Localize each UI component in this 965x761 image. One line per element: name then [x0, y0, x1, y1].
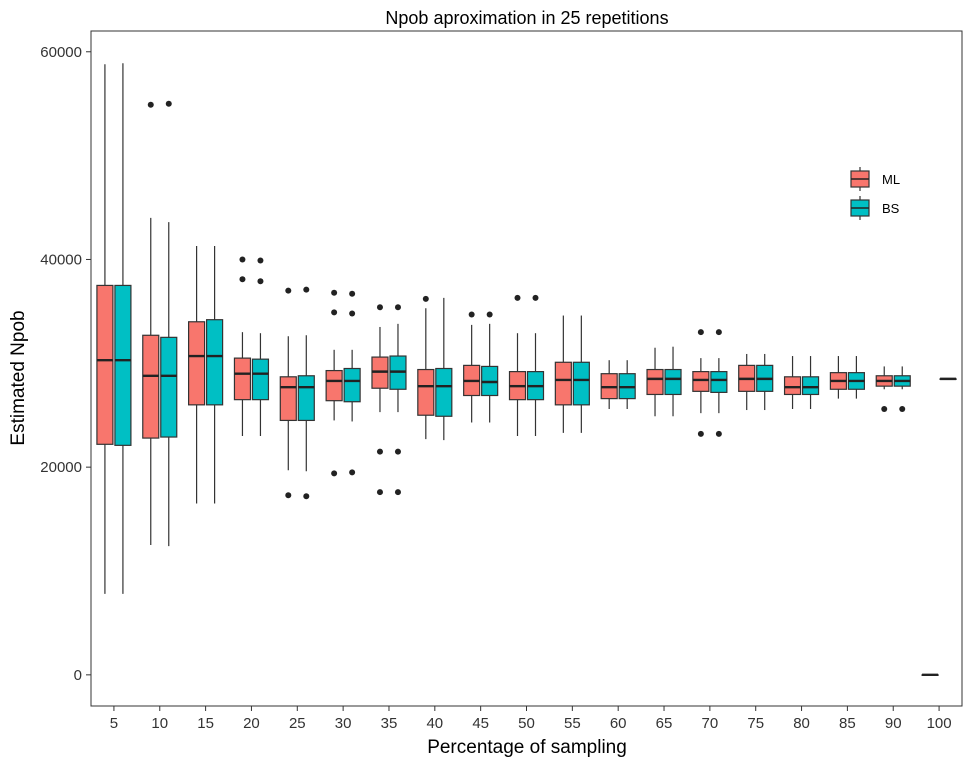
box-ml	[783, 376, 802, 396]
outlier-bs	[349, 290, 356, 297]
x-tick-label: 10	[151, 715, 168, 732]
outlier-ml	[239, 256, 246, 263]
outlier-bs	[715, 329, 722, 336]
outlier-bs	[532, 294, 539, 301]
x-tick-label: 80	[793, 715, 810, 732]
box-bs	[435, 367, 453, 417]
box-ml	[692, 371, 710, 392]
outlier-ml	[376, 448, 383, 455]
outlier-ml	[468, 311, 475, 318]
x-tick-label: 20	[243, 715, 260, 732]
box-ml	[188, 321, 206, 406]
outlier-bs	[899, 406, 906, 412]
y-tick-label: 60000	[40, 44, 82, 61]
box-bs	[297, 375, 315, 422]
outlier-ml	[376, 304, 383, 311]
outlier-bs	[303, 493, 310, 500]
box-ml	[233, 357, 252, 401]
x-tick-label: 65	[656, 715, 673, 732]
box-ml	[96, 284, 114, 445]
box-group	[96, 63, 957, 677]
legend-label-bs: BS	[882, 201, 900, 216]
outlier-ml	[331, 470, 338, 477]
outlier-ml	[331, 289, 338, 296]
x-tick-label: 15	[197, 715, 214, 732]
box-bs	[710, 371, 728, 393]
box-ml	[279, 376, 297, 422]
box-ml	[417, 368, 435, 416]
x-tick-label: 75	[747, 715, 764, 732]
legend-label-ml: ML	[882, 172, 900, 187]
box-bs	[572, 361, 590, 406]
outlier-ml	[239, 276, 246, 283]
outlier-bs	[486, 311, 493, 318]
x-tick-label: 5	[110, 715, 118, 732]
outlier-ml	[697, 430, 704, 437]
outlier-ml	[285, 287, 292, 294]
y-tick-label: 20000	[40, 459, 82, 476]
x-tick-label: 40	[426, 715, 443, 732]
outlier-bs	[394, 489, 401, 496]
y-tick-label: 0	[74, 667, 82, 684]
outlier-ml	[514, 294, 521, 301]
outlier-bs	[715, 430, 722, 437]
outlier-bs	[257, 278, 264, 285]
x-axis: 5 10 15 20 25 30 35 40 45 50 55 60 65 70 75 80 85 90 100	[110, 706, 952, 732]
outlier-bs	[165, 100, 172, 107]
box-bs	[343, 367, 361, 403]
outlier-ml	[697, 329, 704, 336]
outlier-ml	[422, 295, 429, 302]
box-bs	[114, 284, 132, 446]
outlier-bs	[394, 304, 401, 311]
legend: ML BS	[850, 167, 900, 220]
y-axis: 0 20000 40000 60000	[40, 44, 91, 684]
chart-title: Npob aproximation in 25 repetitions	[385, 8, 668, 28]
outlier-ml	[285, 492, 292, 499]
box-bs	[160, 336, 178, 438]
y-tick-label: 40000	[40, 251, 82, 268]
box-ml	[325, 369, 343, 402]
outlier-bs	[303, 286, 310, 293]
outlier-bs	[394, 448, 401, 455]
x-tick-label: 85	[839, 715, 856, 732]
outlier-ml	[881, 406, 888, 412]
box-ml	[142, 334, 160, 439]
x-tick-label: 55	[564, 715, 581, 732]
x-axis-title: Percentage of sampling	[427, 737, 627, 758]
box-bs	[206, 319, 224, 406]
x-tick-label: 90	[885, 715, 902, 732]
outlier-bs	[349, 310, 356, 317]
box-ml	[554, 361, 572, 406]
y-axis-title: Estimated Npob	[8, 310, 29, 445]
box-bs	[801, 376, 820, 396]
x-tick-label: 100	[927, 715, 952, 732]
outlier-ml	[147, 101, 154, 108]
x-tick-label: 30	[335, 715, 352, 732]
box-bs	[664, 368, 682, 396]
x-tick-label: 45	[472, 715, 489, 732]
outlier-bs	[349, 469, 356, 476]
outlier-ml	[331, 309, 338, 316]
x-tick-label: 35	[381, 715, 398, 732]
x-tick-label: 60	[610, 715, 627, 732]
x-tick-label: 25	[289, 715, 306, 732]
box-bs	[251, 358, 270, 401]
outlier-bs	[257, 257, 264, 264]
x-tick-label: 50	[518, 715, 535, 732]
box-ml	[646, 368, 664, 396]
x-tick-label: 70	[702, 715, 719, 732]
outlier-ml	[376, 489, 383, 496]
